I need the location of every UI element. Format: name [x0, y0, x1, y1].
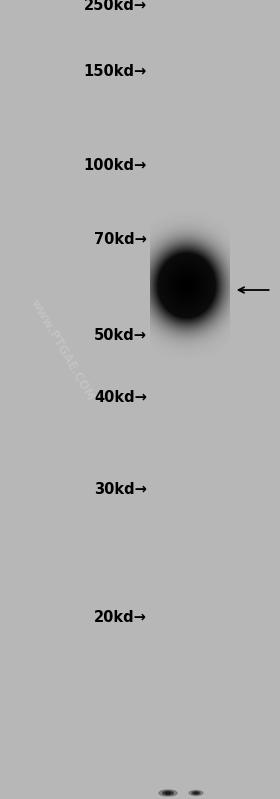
Bar	[230, 0, 280, 799]
Ellipse shape	[189, 790, 203, 796]
Ellipse shape	[165, 792, 171, 794]
Ellipse shape	[192, 792, 200, 794]
Ellipse shape	[163, 791, 173, 795]
Text: www.PTGAE.COM: www.PTGAE.COM	[29, 297, 97, 403]
Text: 40kd→: 40kd→	[94, 391, 147, 406]
Bar	[0, 0, 150, 799]
Text: 150kd→: 150kd→	[83, 65, 147, 79]
Text: 50kd→: 50kd→	[94, 328, 147, 343]
Text: 100kd→: 100kd→	[83, 157, 147, 173]
Text: 30kd→: 30kd→	[94, 483, 147, 498]
Text: 70kd→: 70kd→	[94, 233, 147, 248]
Text: 250kd→: 250kd→	[84, 0, 147, 13]
Ellipse shape	[159, 790, 177, 796]
Text: 20kd→: 20kd→	[94, 610, 147, 626]
